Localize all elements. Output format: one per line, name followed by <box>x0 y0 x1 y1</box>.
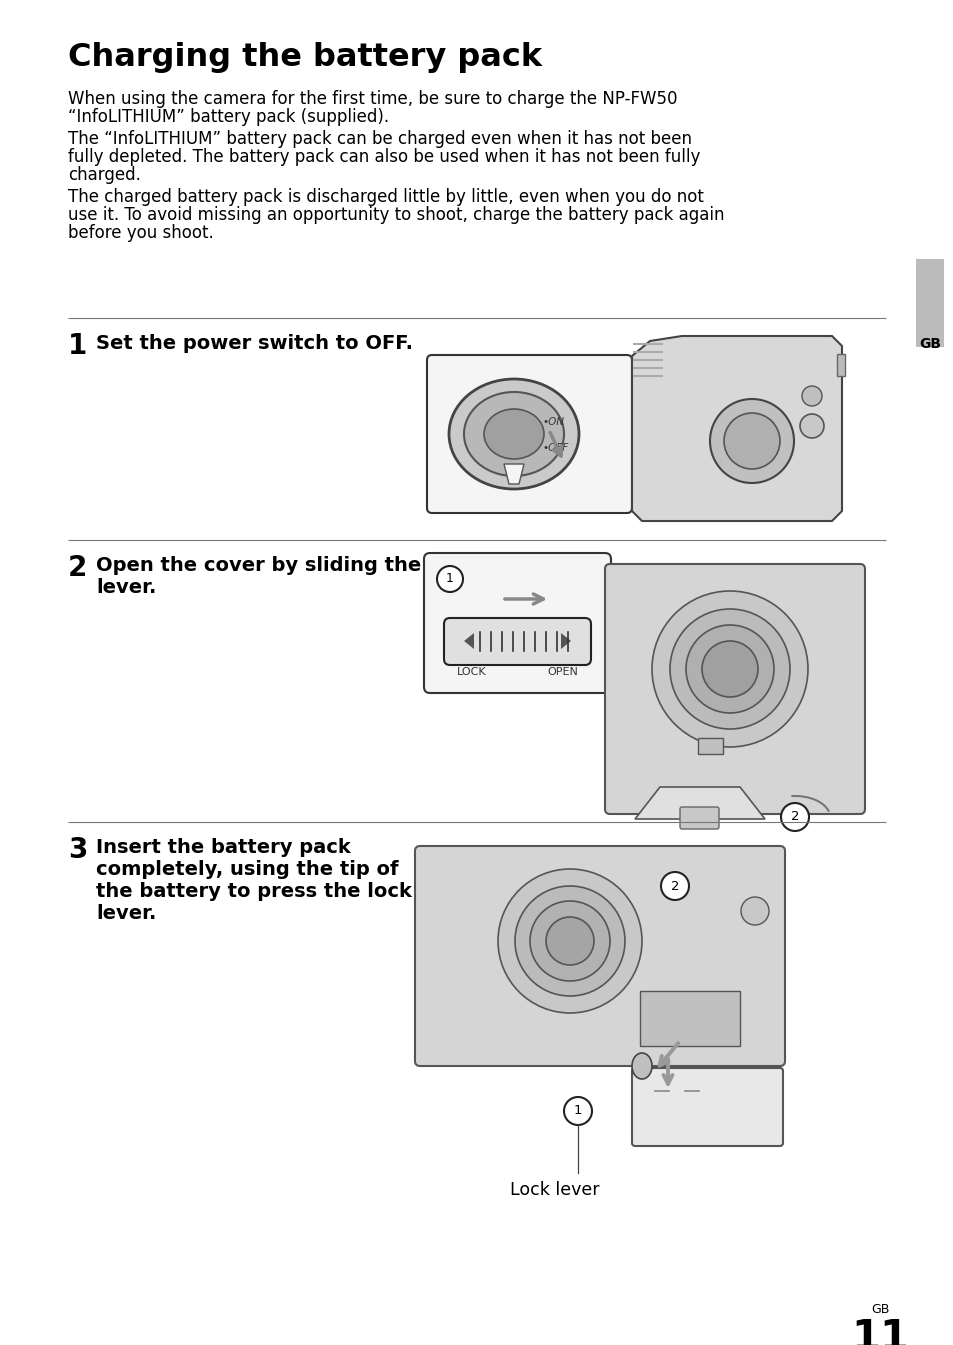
Polygon shape <box>635 787 764 819</box>
Text: 1: 1 <box>446 573 454 585</box>
Text: before you shoot.: before you shoot. <box>68 225 213 242</box>
Circle shape <box>660 872 688 900</box>
Text: When using the camera for the first time, be sure to charge the NP-FW50: When using the camera for the first time… <box>68 90 677 108</box>
Text: completely, using the tip of: completely, using the tip of <box>96 859 398 880</box>
Circle shape <box>563 1098 592 1124</box>
Circle shape <box>709 399 793 483</box>
Circle shape <box>530 901 609 981</box>
Text: charged.: charged. <box>68 165 141 184</box>
Text: 1: 1 <box>573 1104 581 1118</box>
Circle shape <box>800 414 823 438</box>
Circle shape <box>781 803 808 831</box>
Polygon shape <box>503 464 523 484</box>
Text: GB: GB <box>870 1303 888 1315</box>
Bar <box>836 354 844 377</box>
Bar <box>639 991 740 1046</box>
FancyBboxPatch shape <box>604 564 864 814</box>
FancyBboxPatch shape <box>679 807 719 829</box>
Circle shape <box>497 869 641 1013</box>
Text: fully depleted. The battery pack can also be used when it has not been fully: fully depleted. The battery pack can als… <box>68 148 700 165</box>
FancyBboxPatch shape <box>427 355 631 512</box>
Ellipse shape <box>631 1053 651 1079</box>
Bar <box>915 260 943 347</box>
Text: “InfoLITHIUM” battery pack (supplied).: “InfoLITHIUM” battery pack (supplied). <box>68 108 389 126</box>
Circle shape <box>651 590 807 746</box>
Circle shape <box>436 566 462 592</box>
Text: 2: 2 <box>68 554 88 582</box>
Text: Lock lever: Lock lever <box>510 1181 598 1198</box>
Text: LOCK: LOCK <box>456 667 486 677</box>
Text: GB: GB <box>918 338 940 351</box>
Text: 1: 1 <box>68 332 87 360</box>
Ellipse shape <box>449 379 578 490</box>
Text: 3: 3 <box>68 837 88 863</box>
Text: The “InfoLITHIUM” battery pack can be charged even when it has not been: The “InfoLITHIUM” battery pack can be ch… <box>68 130 691 148</box>
Circle shape <box>515 886 624 997</box>
Text: use it. To avoid missing an opportunity to shoot, charge the battery pack again: use it. To avoid missing an opportunity … <box>68 206 723 225</box>
Polygon shape <box>631 336 841 521</box>
Text: The charged battery pack is discharged little by little, even when you do not: The charged battery pack is discharged l… <box>68 188 703 206</box>
FancyBboxPatch shape <box>415 846 784 1067</box>
Circle shape <box>669 609 789 729</box>
Text: 11: 11 <box>850 1317 908 1345</box>
Circle shape <box>723 413 780 469</box>
Circle shape <box>685 625 773 713</box>
Text: the battery to press the lock: the battery to press the lock <box>96 882 412 901</box>
Bar <box>698 738 722 755</box>
Circle shape <box>545 917 594 964</box>
Polygon shape <box>463 633 474 650</box>
Text: 2: 2 <box>790 811 799 823</box>
Text: lever.: lever. <box>96 578 156 597</box>
Text: Charging the battery pack: Charging the battery pack <box>68 42 541 73</box>
Text: •OFF: •OFF <box>541 443 568 453</box>
Text: Open the cover by sliding the: Open the cover by sliding the <box>96 555 421 576</box>
Circle shape <box>740 897 768 925</box>
FancyBboxPatch shape <box>443 617 590 664</box>
FancyBboxPatch shape <box>631 1068 782 1146</box>
Ellipse shape <box>463 391 563 476</box>
FancyBboxPatch shape <box>423 553 610 693</box>
Polygon shape <box>560 633 571 650</box>
Text: Insert the battery pack: Insert the battery pack <box>96 838 351 857</box>
Text: •ON: •ON <box>541 417 563 426</box>
Text: Set the power switch to OFF.: Set the power switch to OFF. <box>96 334 413 352</box>
Text: lever.: lever. <box>96 904 156 923</box>
Text: OPEN: OPEN <box>547 667 578 677</box>
Text: 2: 2 <box>670 880 679 893</box>
Circle shape <box>801 386 821 406</box>
Circle shape <box>701 642 758 697</box>
Ellipse shape <box>483 409 543 459</box>
